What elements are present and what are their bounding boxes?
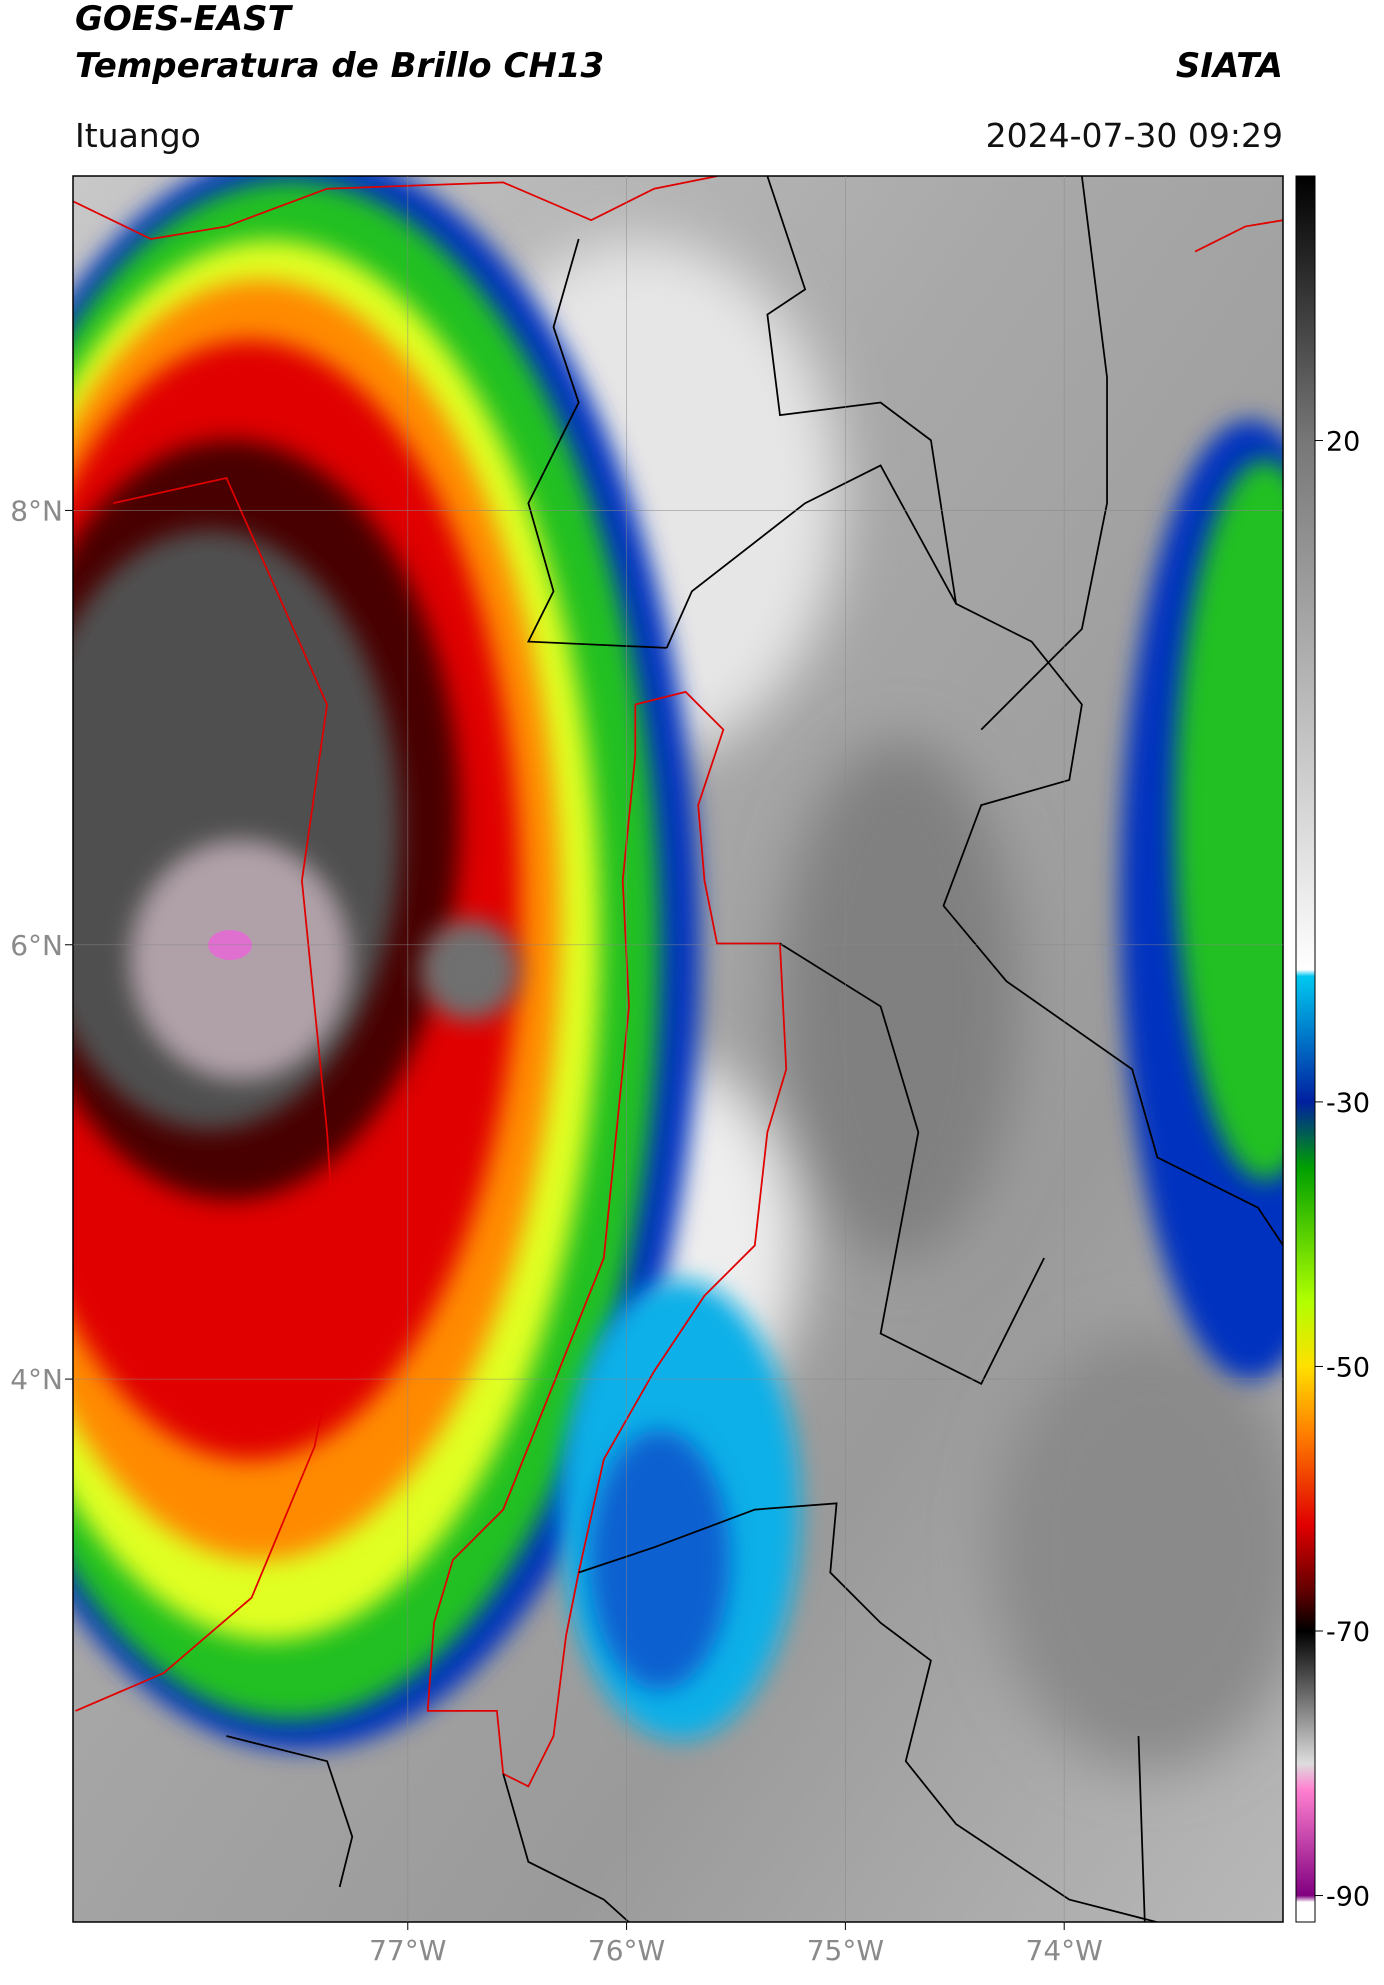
location: Ituango [75, 116, 201, 155]
x-tick-label: 77°W [369, 1934, 446, 1967]
colorbar [1295, 175, 1316, 1923]
y-tick-label: 8°N [10, 494, 63, 527]
x-tick-label: 75°W [807, 1934, 884, 1967]
x-tick-label: 76°W [588, 1934, 665, 1967]
colorbar-tick-label: -90 [1326, 1882, 1370, 1913]
colorbar-tick-label: -30 [1326, 1088, 1370, 1119]
y-tick-label: 4°N [10, 1363, 63, 1396]
y-tick-label: 6°N [10, 929, 63, 962]
colorbar-tick-label: -70 [1326, 1617, 1370, 1648]
colorbar-tick-label: 20 [1326, 427, 1360, 458]
datetime: 2024-07-30 09:29 [986, 116, 1283, 155]
satellite-image [73, 176, 1283, 1922]
title: GOES-EAST [75, 0, 294, 39]
colorbar-tick-label: -50 [1326, 1352, 1370, 1383]
source: SIATA [1176, 46, 1283, 86]
map-frame [72, 175, 1284, 1923]
subtitle: Temperatura de Brillo CH13 [75, 46, 604, 86]
x-tick-label: 74°W [1026, 1934, 1103, 1967]
